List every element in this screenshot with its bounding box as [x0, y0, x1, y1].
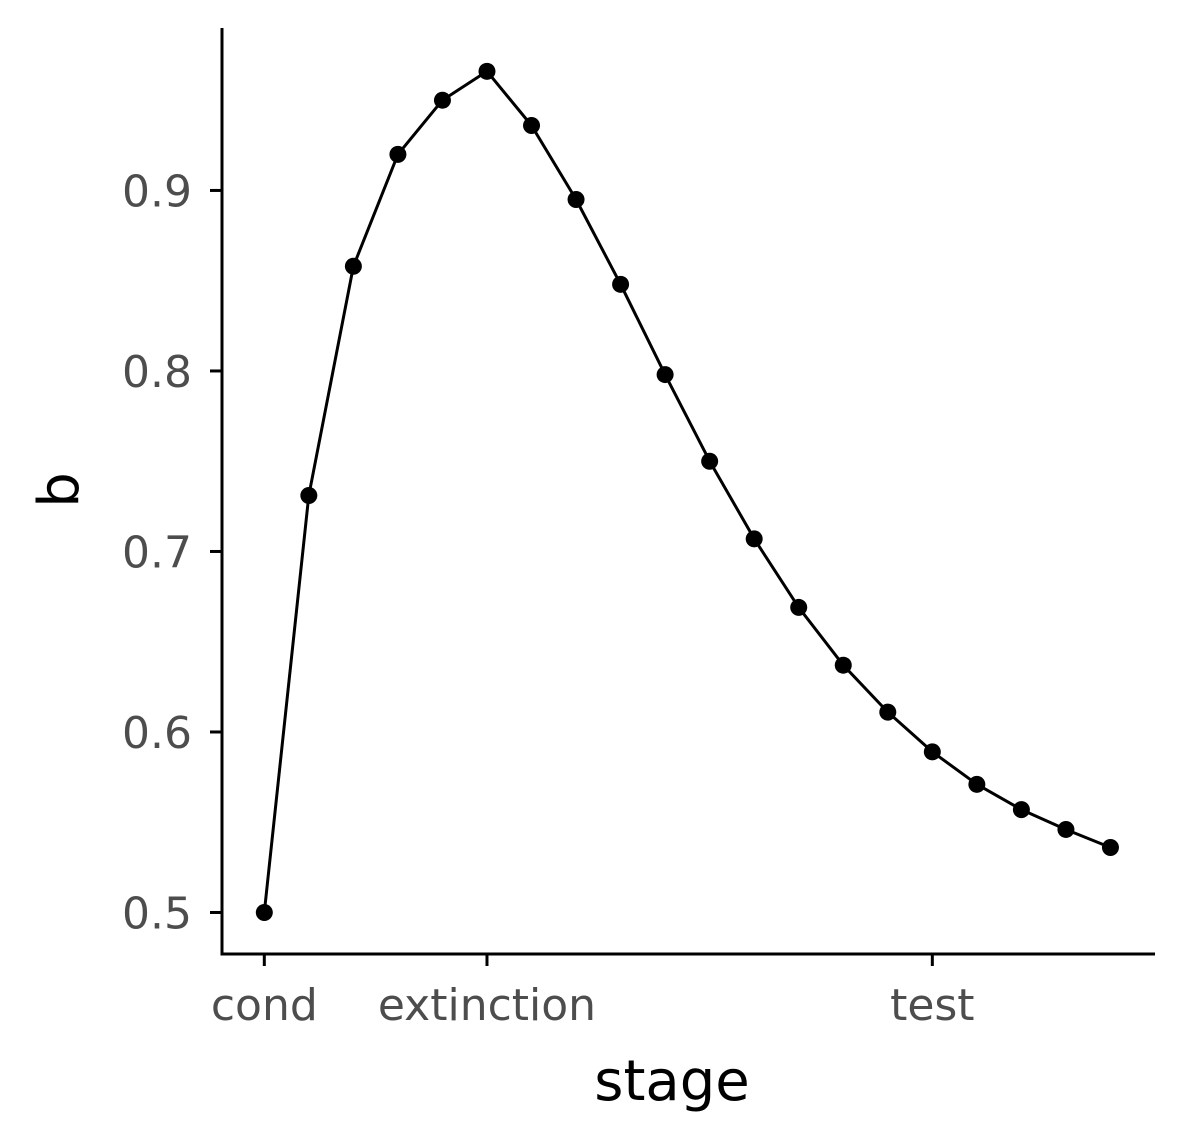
data-point: [1101, 839, 1119, 857]
data-point: [255, 903, 273, 921]
data-point: [656, 366, 674, 384]
y-tick-label: 0.5: [122, 888, 192, 939]
data-point: [1012, 801, 1030, 819]
data-point: [300, 487, 318, 505]
y-tick-label: 0.7: [122, 527, 192, 578]
series-layer: [255, 62, 1119, 921]
x-tick-label: cond: [211, 980, 318, 1031]
data-point: [1057, 820, 1075, 838]
x-axis-title: stage: [594, 1049, 749, 1114]
axes: [220, 28, 1155, 956]
y-tick-label: 0.6: [122, 708, 192, 759]
data-point: [923, 743, 941, 761]
y-tick-label: 0.9: [122, 166, 192, 217]
y-axis-title: b: [27, 472, 92, 508]
data-point: [433, 91, 451, 109]
data-point: [612, 275, 630, 293]
data-point: [745, 530, 763, 548]
x-tick-label: extinction: [378, 980, 596, 1031]
data-point: [701, 452, 719, 470]
data-point: [478, 62, 496, 80]
data-point: [523, 116, 541, 134]
data-point: [389, 145, 407, 163]
y-tick-label: 0.8: [122, 347, 192, 398]
data-point: [968, 775, 986, 793]
data-point: [344, 257, 362, 275]
series-line: [262, 69, 1112, 913]
data-point: [879, 703, 897, 721]
x-axis-ticks: cond extinction test: [211, 954, 975, 1031]
data-point: [790, 598, 808, 616]
x-tick-label: test: [890, 980, 975, 1031]
y-axis-ticks: 0.5 0.6 0.7 0.8 0.9: [122, 166, 222, 939]
data-point: [834, 656, 852, 674]
data-point: [567, 190, 585, 208]
